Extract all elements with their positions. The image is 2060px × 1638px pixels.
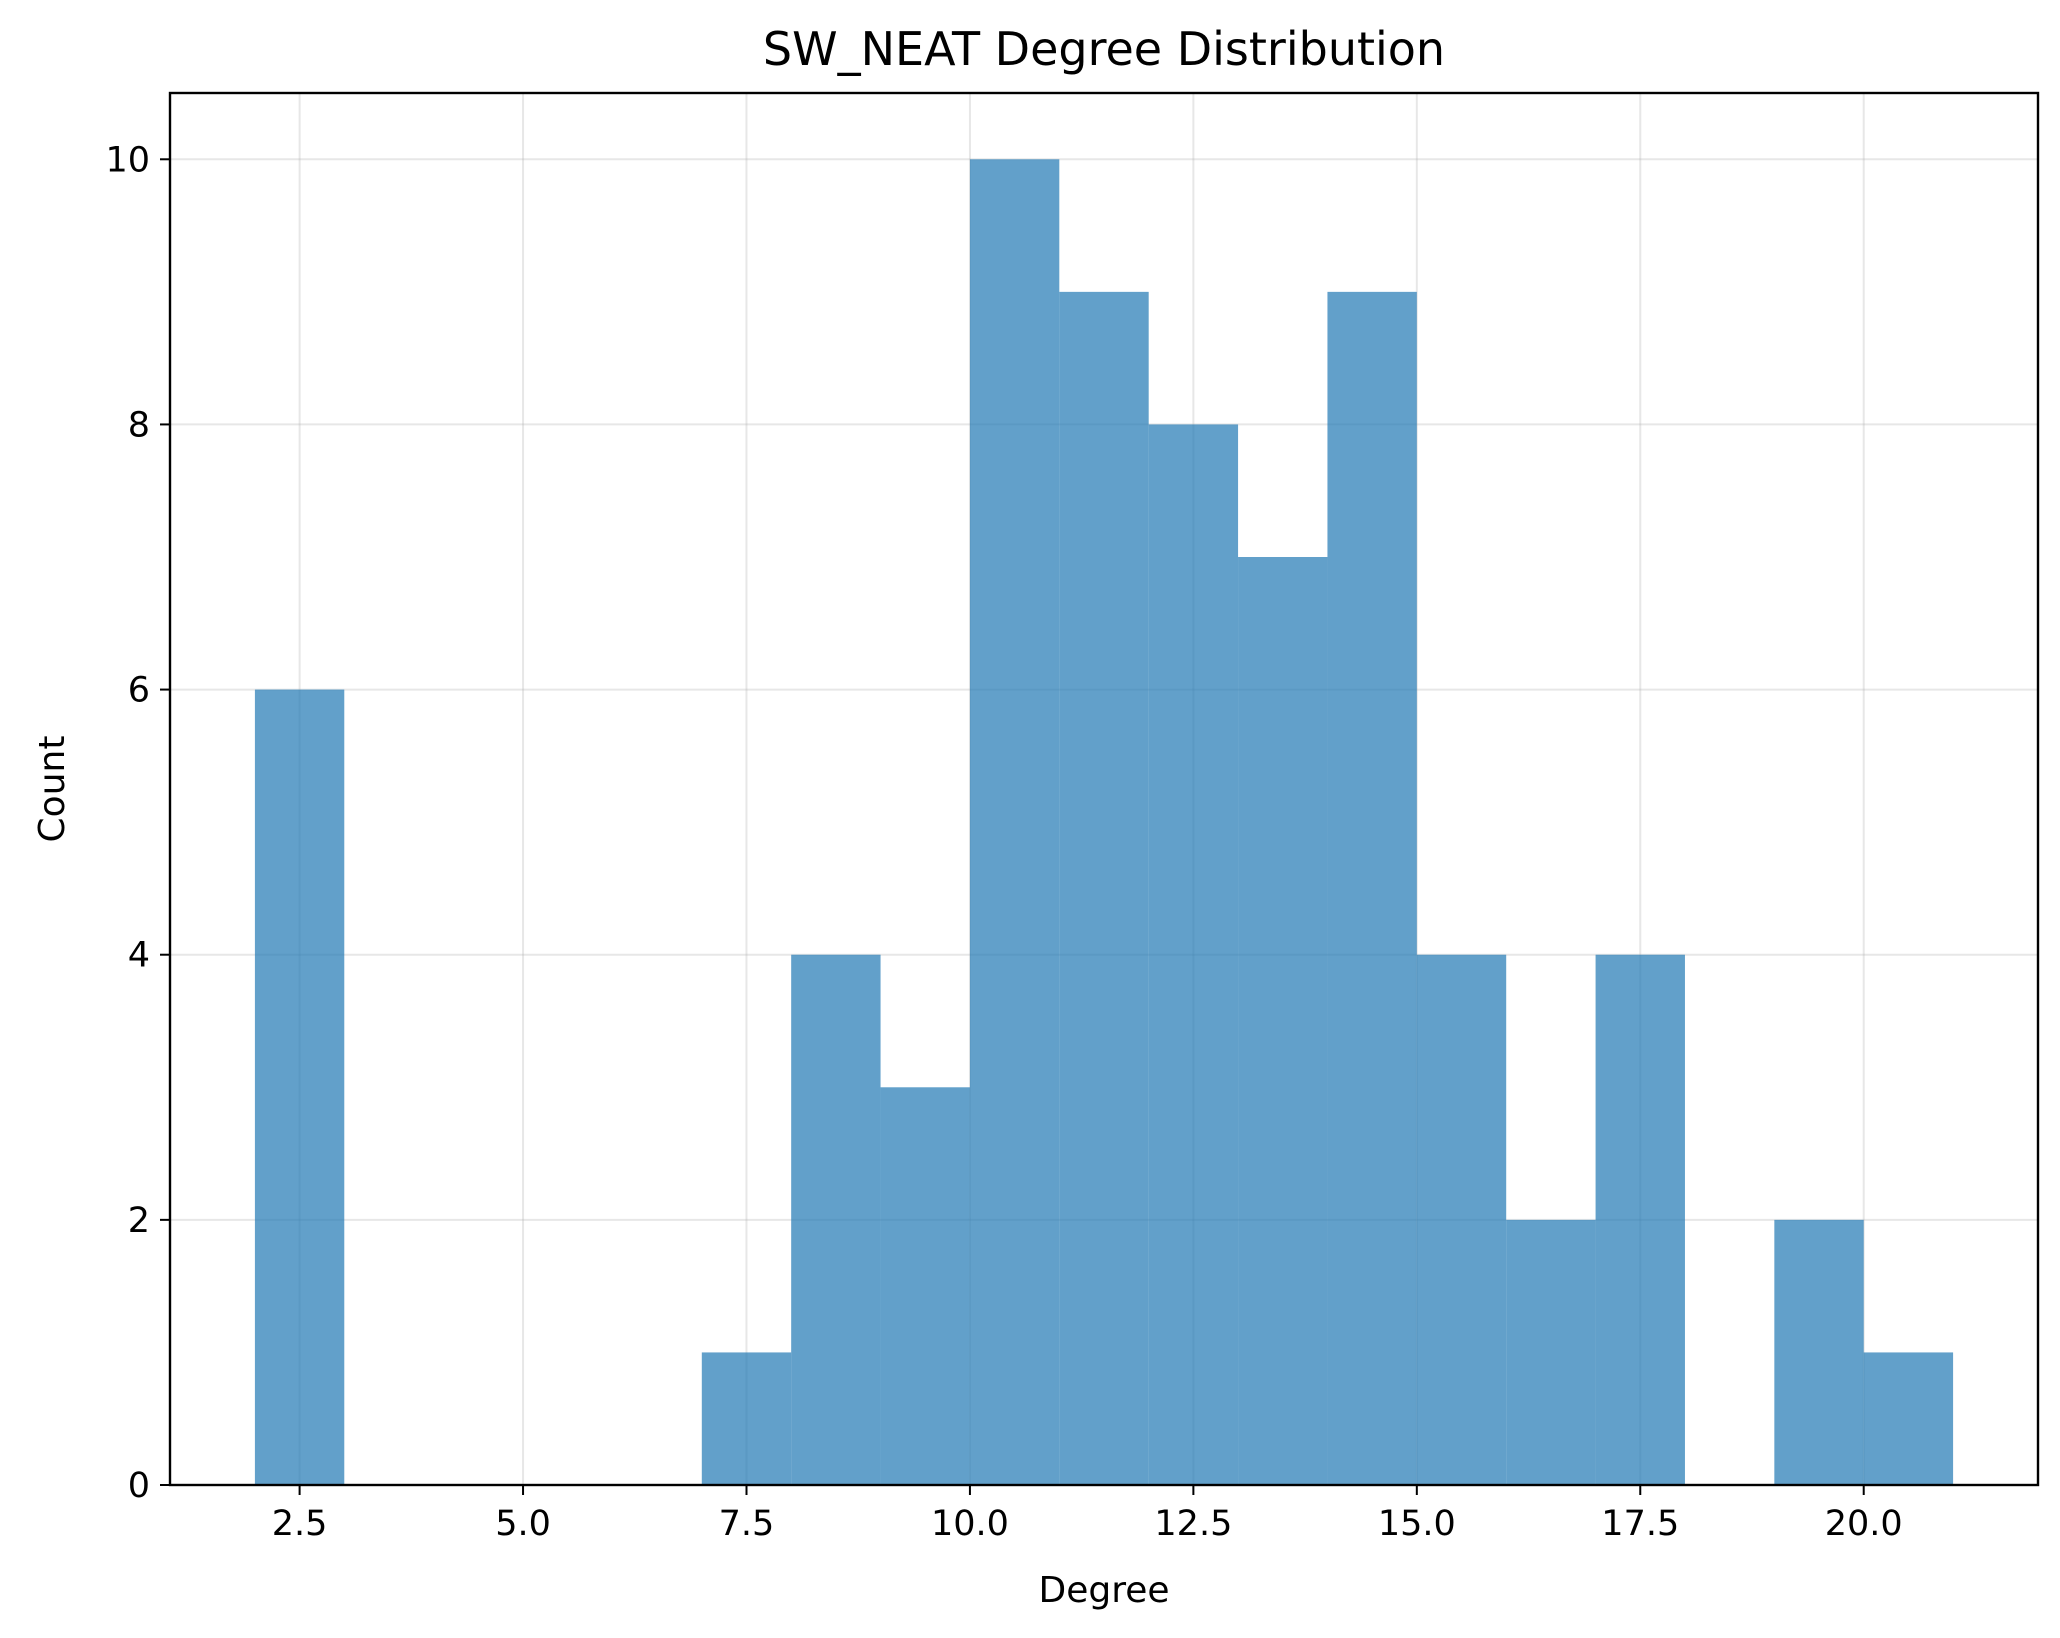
y-axis-ticks: 0 2 4 6 8 10: [105, 140, 170, 1506]
histogram-bar: [1506, 1219, 1596, 1485]
y-tick-label: 8: [128, 405, 150, 445]
histogram-bar: [1059, 291, 1149, 1485]
x-tick-label: 20.0: [1825, 1504, 1903, 1544]
x-axis-ticks: 2.5 5.0 7.5 10.0 12.5 15.0 17.5 20.0: [272, 1485, 1903, 1544]
x-tick-label: 2.5: [272, 1504, 328, 1544]
x-tick-label: 15.0: [1378, 1504, 1456, 1544]
y-tick-label: 10: [105, 140, 150, 180]
histogram-bar: [254, 689, 345, 1485]
x-axis-label: Degree: [1038, 1570, 1169, 1611]
y-tick-label: 0: [128, 1466, 150, 1506]
x-tick-label: 17.5: [1601, 1504, 1679, 1544]
x-tick-label: 5.0: [495, 1504, 551, 1544]
histogram-bar: [1595, 954, 1685, 1485]
histogram-bar: [1148, 424, 1239, 1485]
histogram-bar: [969, 159, 1060, 1485]
histogram-bar: [1327, 291, 1417, 1485]
histogram-bar: [791, 954, 881, 1485]
y-tick-label: 4: [128, 936, 150, 976]
histogram-bar: [1416, 954, 1507, 1485]
histogram-bars: [254, 159, 1954, 1485]
chart-title: SW_NEAT Degree Distribution: [763, 22, 1445, 76]
histogram-bar: [701, 1352, 792, 1485]
histogram-bar: [880, 1087, 970, 1485]
x-tick-label: 7.5: [719, 1504, 775, 1544]
x-tick-label: 10.0: [931, 1504, 1009, 1544]
x-tick-label: 12.5: [1154, 1504, 1232, 1544]
y-tick-label: 2: [128, 1201, 150, 1241]
plot-frame: [168, 91, 2040, 1487]
y-axis-label: Count: [32, 736, 73, 843]
histogram-bar: [1238, 557, 1328, 1485]
histogram-bar: [1863, 1352, 1954, 1485]
y-tick-label: 6: [128, 671, 150, 711]
histogram-bar: [1774, 1219, 1864, 1485]
